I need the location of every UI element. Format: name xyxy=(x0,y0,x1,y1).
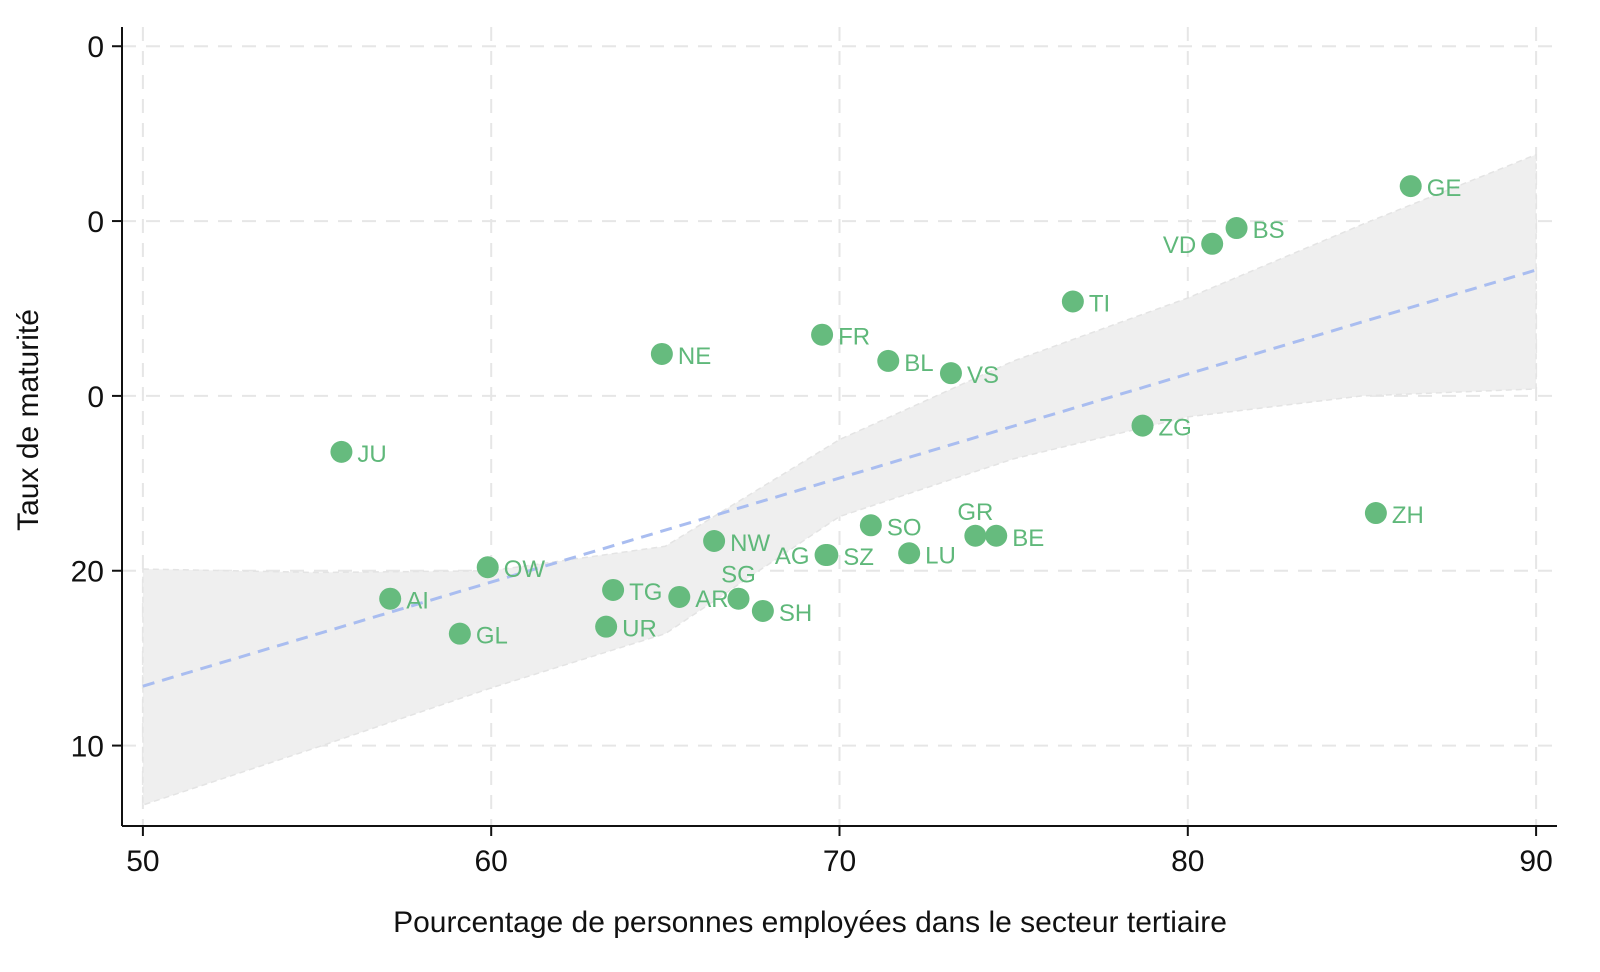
point-be xyxy=(985,524,1008,547)
point-ai xyxy=(379,587,402,610)
point-label-ge: GE xyxy=(1427,175,1462,202)
point-bl xyxy=(877,349,900,372)
point-label-ne: NE xyxy=(678,343,711,370)
point-gr xyxy=(964,524,987,547)
y-tick-label: 10 xyxy=(71,731,104,764)
point-label-gr: GR xyxy=(957,499,993,526)
fit-line xyxy=(142,268,1537,688)
point-sg xyxy=(727,587,750,610)
y-tick-label: 20 xyxy=(71,556,104,589)
point-vd xyxy=(1201,232,1224,255)
point-label-vs: VS xyxy=(967,362,999,389)
x-tick-label: 80 xyxy=(1171,845,1204,878)
x-tick-label: 60 xyxy=(475,845,508,878)
point-label-nw: NW xyxy=(730,530,770,557)
x-tick-label: 50 xyxy=(126,845,159,878)
x-tick-label: 90 xyxy=(1519,845,1552,878)
point-label-bs: BS xyxy=(1253,217,1285,244)
point-label-ai: AI xyxy=(406,588,429,615)
point-sh xyxy=(751,599,774,622)
point-ju xyxy=(330,440,353,463)
point-nw xyxy=(703,530,726,553)
point-ow xyxy=(476,556,499,579)
point-ti xyxy=(1061,290,1084,313)
point-ne xyxy=(650,342,673,365)
point-lu xyxy=(898,542,921,565)
point-ge xyxy=(1399,175,1422,198)
x-tick-label: 70 xyxy=(823,845,856,878)
point-label-so: SO xyxy=(887,514,922,541)
point-label-sz: SZ xyxy=(843,544,874,571)
point-label-bl: BL xyxy=(904,350,933,377)
point-label-vd: VD xyxy=(1163,232,1196,259)
y-tick-label: 0 xyxy=(87,381,104,414)
point-label-ur: UR xyxy=(622,616,657,643)
point-label-zg: ZG xyxy=(1159,415,1192,442)
point-sz xyxy=(816,544,839,567)
point-label-ow: OW xyxy=(504,556,546,583)
point-so xyxy=(859,514,882,537)
y-tick-label: 0 xyxy=(87,31,104,64)
point-label-ju: JU xyxy=(357,441,386,468)
axis-ticks: 50 60 70 80 90 0 0 0 20 10 xyxy=(71,31,1553,878)
point-label-sg: SG xyxy=(721,562,756,589)
point-label-lu: LU xyxy=(925,542,956,569)
point-label-zh: ZH xyxy=(1392,502,1424,529)
point-ar xyxy=(668,585,691,608)
point-tg xyxy=(602,578,625,601)
point-label-ti: TI xyxy=(1089,290,1110,317)
point-label-gl: GL xyxy=(476,623,508,650)
point-label-be: BE xyxy=(1012,525,1044,552)
y-axis-label: Taux de maturité xyxy=(12,309,45,531)
x-axis-label: Pourcentage de personnes employées dans … xyxy=(393,906,1227,939)
point-fr xyxy=(811,323,834,346)
point-bs xyxy=(1225,217,1248,240)
point-zg xyxy=(1131,414,1154,437)
point-ur xyxy=(595,615,618,638)
points: GE BS VD TI FR BL VS NE ZG JU ZH SO NW GR BE AG SZ LU OW TG… xyxy=(330,175,1461,650)
point-label-ar: AR xyxy=(695,586,728,613)
point-vs xyxy=(939,362,962,385)
point-label-tg: TG xyxy=(629,579,662,606)
confidence-band xyxy=(142,153,1537,807)
point-label-fr: FR xyxy=(838,324,870,351)
point-gl xyxy=(448,622,471,645)
point-label-ag: AG xyxy=(775,543,810,570)
point-zh xyxy=(1364,502,1387,525)
point-label-sh: SH xyxy=(779,600,812,627)
y-tick-label: 0 xyxy=(87,206,104,239)
